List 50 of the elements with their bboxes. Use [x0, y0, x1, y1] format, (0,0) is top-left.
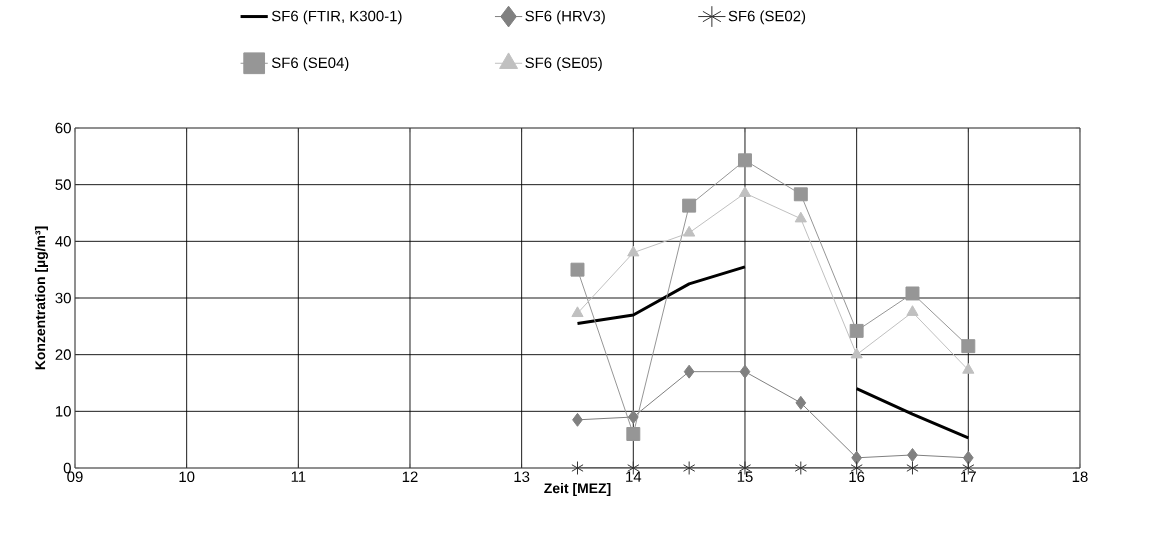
point	[961, 339, 976, 354]
point	[626, 427, 641, 441]
x-axis-title: Zeit [MEZ]	[544, 482, 611, 496]
point	[572, 412, 583, 427]
point	[851, 450, 862, 465]
y-tick-label: 20	[55, 349, 71, 360]
legend-label: SF6 (HRV3)	[525, 10, 605, 25]
point	[627, 410, 639, 424]
point	[683, 225, 696, 237]
point	[739, 364, 751, 379]
point	[571, 461, 584, 475]
point	[906, 305, 919, 316]
point	[683, 364, 695, 379]
point	[627, 245, 640, 257]
point	[907, 447, 918, 462]
x-tick-label: 17	[961, 471, 976, 482]
legend-label: SF6 (FTIR, K300-1)	[271, 10, 402, 25]
point	[738, 186, 752, 197]
x-tick-label: 11	[291, 471, 306, 482]
point	[794, 211, 807, 223]
legend-label: SF6 (SE02)	[728, 10, 806, 25]
point	[849, 323, 864, 338]
point	[793, 187, 808, 202]
y-tick-label: 60	[55, 122, 71, 134]
point	[906, 461, 919, 475]
point	[962, 362, 975, 374]
legend-label: SF6 (SE05)	[525, 57, 602, 72]
point	[682, 198, 697, 213]
x-tick-label: 14	[626, 471, 642, 482]
y-tick-label: 10	[56, 406, 71, 417]
point	[795, 395, 807, 410]
x-tick-label: 15	[737, 471, 753, 482]
point	[570, 262, 585, 277]
x-tick-label: 12	[402, 471, 418, 482]
legend-label: SF6 (SE04)	[271, 57, 349, 72]
y-axis-title: Konzentration [µg/m³]	[34, 226, 49, 370]
x-tick-label: 10	[179, 471, 195, 483]
point	[905, 286, 920, 301]
y-tick-label: 40	[55, 236, 71, 247]
x-tick-label: 18	[1072, 471, 1088, 483]
point	[850, 347, 863, 359]
point	[683, 461, 696, 475]
point	[794, 461, 807, 475]
point	[738, 153, 752, 168]
y-tick-label: 50	[55, 179, 71, 190]
point	[571, 306, 584, 318]
point	[962, 450, 974, 465]
y-tick-label: 30	[55, 292, 71, 304]
x-tick-label: 16	[849, 471, 865, 483]
x-tick-label: 13	[514, 471, 530, 483]
